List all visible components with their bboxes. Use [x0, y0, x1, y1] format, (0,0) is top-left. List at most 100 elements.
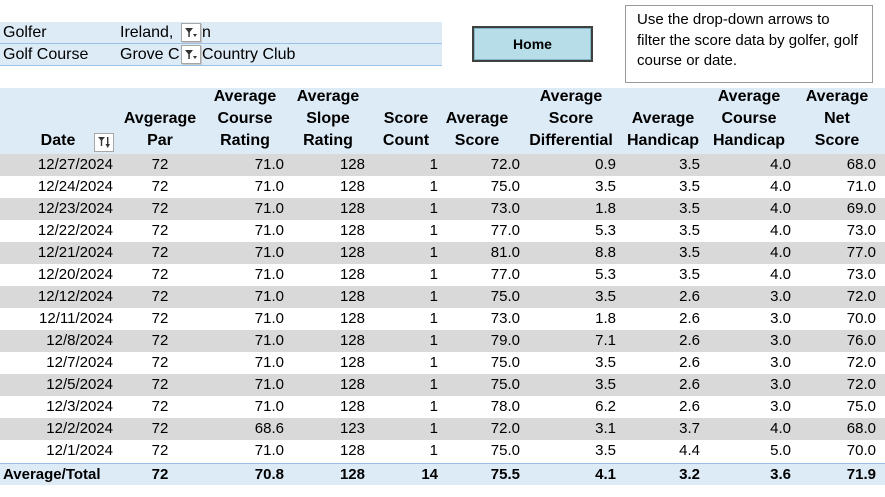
golfer-filter-value[interactable]: Ireland, n	[120, 22, 211, 44]
table-row: 12/22/2024 72 71.0 128 1 77.0 5.3 3.5 4.0 73.0	[0, 220, 885, 242]
header-line: Course	[721, 110, 777, 127]
cell-slope-rating: 128	[339, 178, 365, 195]
cell-course-rating: 71.0	[254, 178, 284, 195]
cell-handicap: 2.6	[679, 398, 700, 415]
course-filter-value-start: Grove C	[120, 46, 180, 63]
cell-course-handicap: 5.0	[770, 442, 791, 459]
header-date: Date	[38, 130, 78, 152]
cell-course-rating: 71.0	[254, 442, 284, 459]
header-date-line: Date	[40, 132, 76, 149]
cell-slope-rating: 128	[339, 156, 365, 173]
home-button[interactable]: Home	[472, 26, 593, 62]
header-line: Count	[382, 132, 430, 149]
header-average-net-score: Average Net Score	[798, 86, 876, 152]
cell-average-score: 75.0	[490, 376, 520, 393]
cell-score-differential: 3.5	[595, 442, 616, 459]
cell-course-rating: 71.0	[254, 288, 284, 305]
table-row: 12/5/2024 72 71.0 128 1 75.0 3.5 2.6 3.0 72.0	[0, 374, 885, 396]
cell-handicap: 3.5	[679, 266, 700, 283]
cell-score-count: 1	[429, 354, 438, 371]
cell-score-differential: 3.5	[595, 288, 616, 305]
header-line: Score	[548, 110, 594, 127]
cell-course-handicap: 4.0	[770, 420, 791, 437]
course-filter-value[interactable]: Grove C Country Club	[120, 44, 295, 66]
cell-net-score: 69.0	[846, 200, 876, 217]
cell-average-score: 75.0	[490, 442, 520, 459]
header-average-handicap: Average Handicap	[622, 108, 704, 152]
header-line: Rating	[220, 132, 270, 149]
cell-score-count: 1	[429, 442, 438, 459]
cell-handicap: 3.5	[679, 156, 700, 173]
cell-score-differential: 5.3	[595, 266, 616, 283]
header-line: Average	[539, 88, 603, 105]
golfer-filter-value-end: n	[202, 24, 211, 41]
cell-score-count: 1	[429, 376, 438, 393]
cell-slope-rating: 128	[339, 200, 365, 217]
cell-average-score: 77.0	[490, 266, 520, 283]
cell-average-score: 75.0	[490, 354, 520, 371]
cell-course-handicap: 3.0	[770, 310, 791, 327]
cell-slope-rating: 128	[339, 332, 365, 349]
header-line: Par	[147, 132, 173, 149]
cell-date: 12/11/2024	[39, 310, 113, 327]
header-line: Rating	[303, 132, 353, 149]
cell-slope-rating: 128	[339, 310, 365, 327]
cell-slope-rating: 128	[339, 376, 365, 393]
cell-course-handicap: 3.0	[770, 398, 791, 415]
totals-score-count: 14	[421, 466, 438, 483]
totals-label: Average/Total	[3, 466, 101, 483]
header-line: Slope	[306, 110, 350, 127]
cell-slope-rating: 128	[339, 288, 365, 305]
cell-net-score: 75.0	[846, 398, 876, 415]
cell-course-rating: 71.0	[254, 310, 284, 327]
cell-course-handicap: 4.0	[770, 200, 791, 217]
cell-course-rating: 71.0	[254, 332, 284, 349]
cell-net-score: 72.0	[846, 354, 876, 371]
header-line: Differential	[529, 132, 613, 149]
course-filter-dropdown-button[interactable]	[181, 45, 201, 64]
cell-score-differential: 1.8	[595, 200, 616, 217]
cell-handicap: 3.5	[679, 222, 700, 239]
header-line: Handicap	[626, 132, 699, 149]
cell-net-score: 73.0	[846, 222, 876, 239]
table-row: 12/7/2024 72 71.0 128 1 75.0 3.5 2.6 3.0 72.0	[0, 352, 885, 374]
header-line: Average	[296, 88, 360, 105]
totals-slope-rating: 128	[339, 466, 365, 483]
totals-net-score: 71.9	[846, 466, 876, 483]
cell-net-score: 72.0	[846, 376, 876, 393]
cell-par: 72	[151, 178, 169, 195]
golfer-filter-dropdown-button[interactable]	[181, 23, 201, 42]
cell-score-count: 1	[429, 244, 438, 261]
cell-net-score: 70.0	[846, 442, 876, 459]
table-row: 12/20/2024 72 71.0 128 1 77.0 5.3 3.5 4.0 73.0	[0, 264, 885, 286]
cell-net-score: 72.0	[846, 288, 876, 305]
cell-average-score: 73.0	[490, 200, 520, 217]
cell-par: 72	[151, 354, 169, 371]
table-row: 12/8/2024 72 71.0 128 1 79.0 7.1 2.6 3.0 76.0	[0, 330, 885, 352]
cell-score-differential: 8.8	[595, 244, 616, 261]
cell-par: 72	[151, 420, 169, 437]
cell-handicap: 2.6	[679, 376, 700, 393]
header-line: Score	[814, 132, 860, 149]
golfer-filter-value-start: Ireland,	[120, 24, 174, 41]
header-average-slope-rating: Average Slope Rating	[292, 86, 364, 152]
cell-course-rating: 71.0	[254, 266, 284, 283]
cell-score-count: 1	[429, 332, 438, 349]
course-filter-row: Golf Course Grove C Country Club	[0, 44, 442, 66]
cell-slope-rating: 128	[339, 244, 365, 261]
cell-date: 12/23/2024	[37, 200, 113, 217]
filter-dropdown-icon	[185, 50, 197, 59]
cell-course-handicap: 3.0	[770, 332, 791, 349]
table-row: 12/23/2024 72 71.0 128 1 73.0 1.8 3.5 4.0 69.0	[0, 198, 885, 220]
cell-average-score: 78.0	[490, 398, 520, 415]
totals-handicap: 3.2	[679, 466, 700, 483]
date-sort-filter-button[interactable]	[94, 133, 114, 152]
table-row: 12/12/2024 72 71.0 128 1 75.0 3.5 2.6 3.0 72.0	[0, 286, 885, 308]
cell-date: 12/22/2024	[37, 222, 113, 239]
course-filter-value-end: Country Club	[202, 46, 296, 63]
header-line: Score	[454, 132, 500, 149]
cell-date: 12/20/2024	[37, 266, 113, 283]
header-line: Avgerage	[123, 110, 197, 127]
cell-course-rating: 68.6	[254, 420, 284, 437]
cell-score-count: 1	[429, 222, 438, 239]
